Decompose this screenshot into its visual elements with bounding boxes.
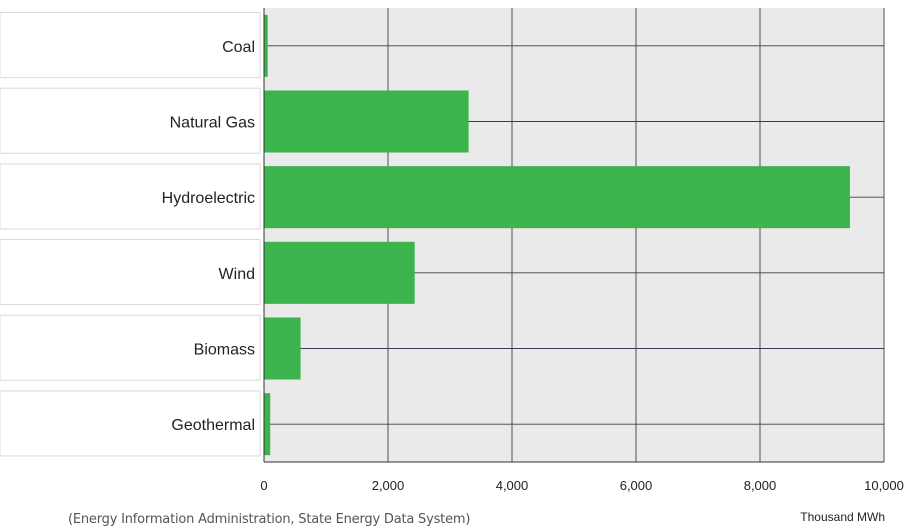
category-label-panel xyxy=(0,12,261,79)
category-label: Wind xyxy=(219,266,255,283)
bar xyxy=(264,90,469,153)
category-label: Geothermal xyxy=(171,417,255,434)
x-tick-label: 6,000 xyxy=(620,478,653,493)
category-label: Biomass xyxy=(194,342,255,359)
bar xyxy=(264,14,268,77)
category-label-panel xyxy=(0,390,261,457)
plot-area xyxy=(264,8,884,462)
category-label: Natural Gas xyxy=(170,115,255,132)
source-note: (Energy Information Administration, Stat… xyxy=(68,512,471,527)
bar xyxy=(264,241,415,304)
category-label-panel xyxy=(0,87,261,154)
category-label-panel xyxy=(0,163,261,230)
category-label: Coal xyxy=(222,39,255,56)
bar xyxy=(264,166,850,229)
x-tick-label: 4,000 xyxy=(496,478,529,493)
category-label-panel xyxy=(0,239,261,306)
x-tick-label: 8,000 xyxy=(744,478,777,493)
category-label: Hydroelectric xyxy=(162,190,255,207)
x-tick-label: 10,000 xyxy=(864,478,904,493)
category-label-panel xyxy=(0,314,261,381)
bar xyxy=(264,393,271,456)
x-tick-label: 0 xyxy=(260,478,267,493)
x-tick-label: 2,000 xyxy=(372,478,405,493)
bar xyxy=(264,317,301,380)
x-axis-unit-label: Thousand MWh xyxy=(800,510,885,524)
